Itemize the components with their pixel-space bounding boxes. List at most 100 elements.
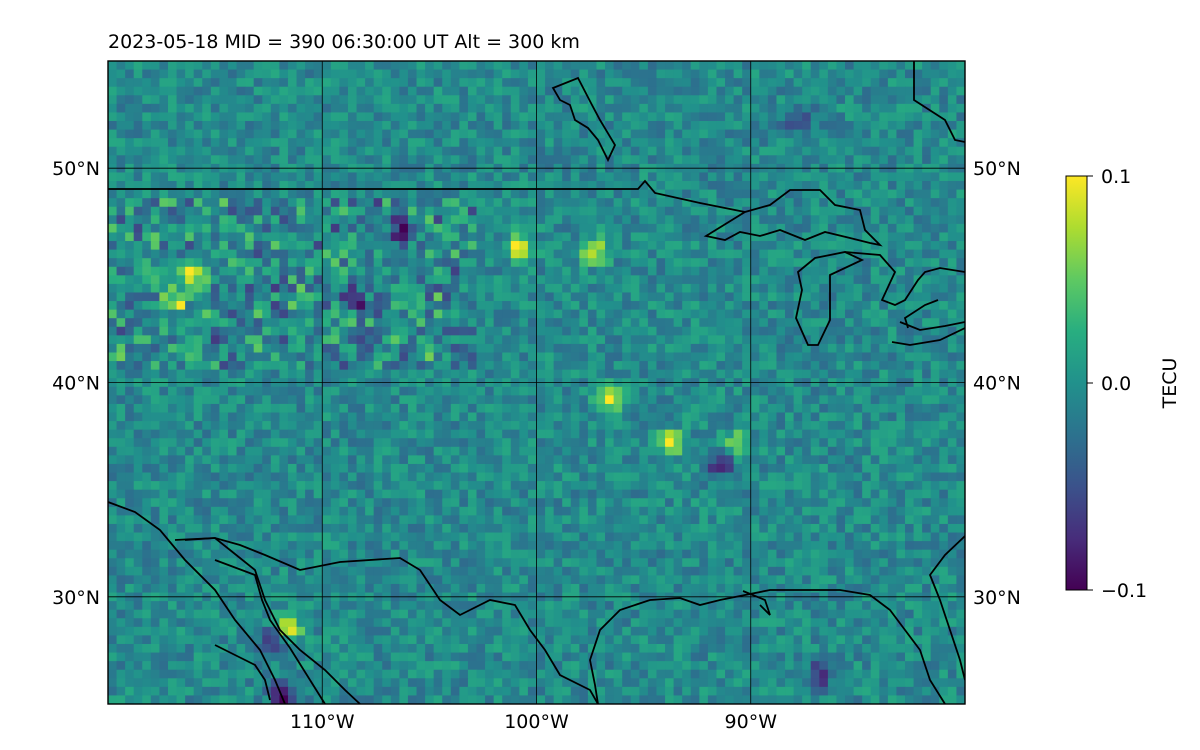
heatmap-cell (227, 481, 238, 491)
heatmap-cell (253, 69, 263, 79)
heatmap-cell (810, 249, 820, 259)
heatmap-cell (425, 249, 435, 259)
heatmap-cell (159, 395, 169, 405)
heatmap-cell (767, 343, 778, 354)
heatmap-cell (802, 172, 812, 182)
heatmap-cell (270, 181, 280, 191)
heatmap-cell (313, 112, 323, 122)
heatmap-cell (630, 249, 640, 259)
heatmap-cell (716, 215, 726, 225)
heatmap-cell (810, 343, 820, 354)
heatmap-cell (776, 146, 786, 156)
heatmap-cell (665, 138, 675, 148)
heatmap-cell (219, 386, 229, 396)
heatmap-cell (433, 206, 443, 216)
heatmap-cell (939, 472, 949, 482)
heatmap-cell (305, 223, 315, 234)
heatmap-cell (193, 318, 203, 328)
heatmap-cell (416, 86, 426, 96)
heatmap-cell (382, 395, 392, 405)
heatmap-cell (519, 215, 529, 225)
heatmap-cell (399, 463, 409, 474)
heatmap-cell (716, 129, 726, 139)
heatmap-cell (425, 266, 435, 276)
heatmap-cell (425, 309, 435, 319)
heatmap-cell (536, 309, 546, 319)
heatmap-cell (493, 326, 503, 336)
heatmap-cell (176, 189, 186, 199)
heatmap-cell (587, 335, 598, 345)
heatmap-cell (699, 446, 709, 456)
heatmap-cell (922, 301, 932, 311)
heatmap-cell (579, 481, 589, 491)
heatmap-cell (870, 352, 880, 362)
heatmap-cell (647, 61, 658, 71)
heatmap-cell (947, 421, 958, 431)
heatmap-cell (596, 361, 606, 371)
heatmap-cell (759, 455, 769, 465)
heatmap-cell (125, 266, 135, 276)
heatmap-cell (947, 198, 958, 208)
heatmap-cell (870, 472, 880, 482)
heatmap-cell (467, 301, 478, 311)
heatmap-cell (725, 146, 735, 156)
heatmap-cell (639, 155, 649, 165)
heatmap-cell (399, 181, 409, 191)
heatmap-cell (870, 275, 880, 285)
heatmap-cell (399, 369, 409, 379)
heatmap-cell (442, 283, 452, 294)
heatmap-cell (673, 429, 683, 439)
heatmap-cell (373, 301, 383, 311)
heatmap-cell (767, 446, 778, 456)
heatmap-cell (887, 249, 898, 259)
heatmap-cell (347, 129, 358, 139)
heatmap-cell (630, 275, 640, 285)
heatmap-cell (399, 335, 409, 345)
heatmap-cell (896, 283, 906, 294)
heatmap-cell (399, 189, 409, 199)
heatmap-cell (339, 463, 349, 474)
heatmap-cell (862, 429, 872, 439)
heatmap-cell (836, 223, 846, 234)
heatmap-cell (330, 232, 340, 242)
heatmap-cell (390, 283, 400, 294)
heatmap-cell (150, 283, 161, 294)
heatmap-cell (305, 232, 315, 242)
heatmap-cell (330, 395, 340, 405)
heatmap-cell (725, 172, 735, 182)
heatmap-cell (750, 172, 760, 182)
heatmap-cell (707, 146, 718, 156)
heatmap-cell (733, 121, 743, 131)
heatmap-cell (913, 369, 923, 379)
heatmap-cell (116, 386, 126, 396)
heatmap-cell (622, 412, 632, 422)
heatmap-cell (322, 412, 332, 422)
heatmap-cell (536, 189, 546, 199)
heatmap-cell (605, 403, 615, 414)
heatmap-cell (939, 361, 949, 371)
heatmap-cell (519, 189, 529, 199)
heatmap-cell (939, 78, 949, 88)
heatmap-cell (605, 129, 615, 139)
heatmap-cell (365, 403, 375, 414)
heatmap-cell (167, 455, 178, 465)
heatmap-cell (587, 429, 598, 439)
heatmap-cell (227, 292, 238, 302)
heatmap-cell (382, 206, 392, 216)
heatmap-cell (553, 309, 563, 319)
heatmap-cell (476, 412, 486, 422)
heatmap-cell (605, 95, 615, 105)
heatmap-cell (579, 266, 589, 276)
heatmap-cell (245, 138, 255, 148)
heatmap-cell (845, 386, 855, 396)
heatmap-cell (853, 438, 863, 448)
heatmap-cell (262, 103, 272, 114)
heatmap-cell (785, 249, 795, 259)
heatmap-cell (459, 103, 469, 114)
heatmap-cell (305, 472, 315, 482)
heatmap-cell (270, 361, 280, 371)
heatmap-cell (313, 463, 323, 474)
heatmap-cell (716, 395, 726, 405)
heatmap-cell (373, 181, 383, 191)
heatmap-cell (759, 283, 769, 294)
